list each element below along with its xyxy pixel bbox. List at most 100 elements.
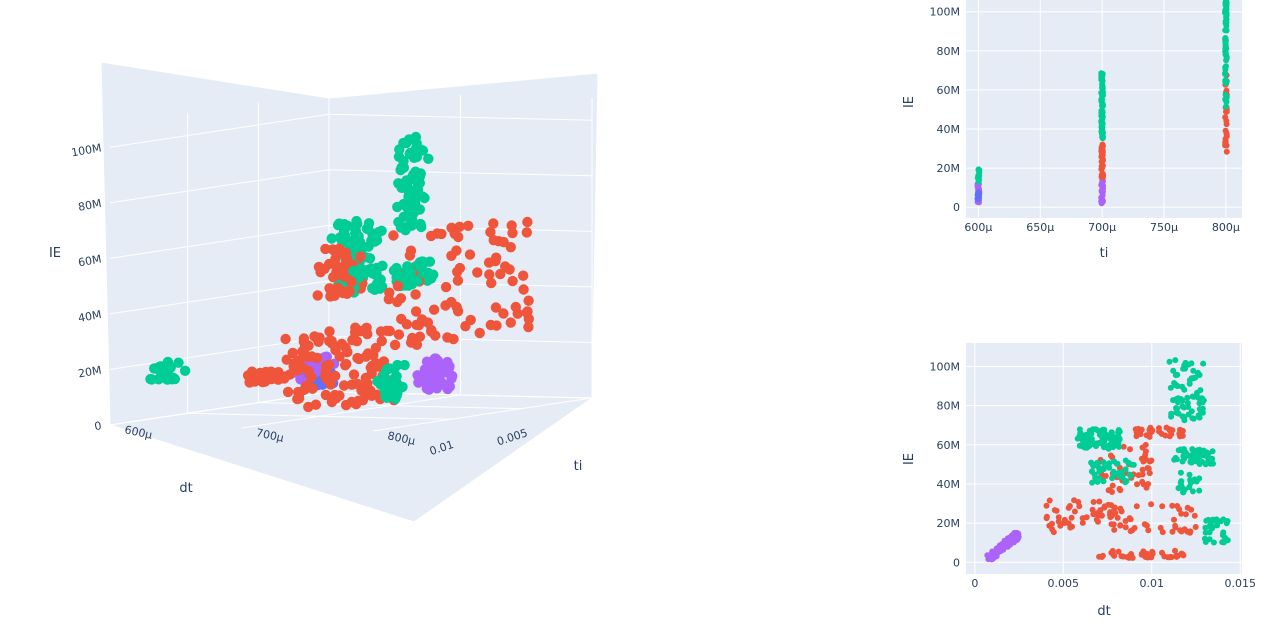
scene-x-gridline — [257, 102, 522, 410]
scene-point-red — [505, 242, 516, 253]
point-green — [1223, 11, 1230, 18]
point-green — [1122, 479, 1129, 486]
scene-point-red — [338, 380, 350, 391]
scene-y-tick-label: 800μ — [386, 429, 416, 448]
scene-point-green — [402, 184, 413, 195]
point-red — [1135, 472, 1142, 479]
scene-point-red — [303, 365, 314, 377]
point-green — [1187, 459, 1194, 465]
point-green — [1205, 516, 1212, 523]
scene-point-red — [446, 250, 457, 261]
point-red — [1061, 520, 1068, 526]
point-red — [1122, 524, 1129, 531]
point-green — [1206, 529, 1213, 536]
point-red — [1149, 548, 1156, 555]
scene-point-red — [510, 301, 521, 313]
scene-point-red — [353, 353, 365, 365]
y-tick-label: 100M — [930, 6, 961, 19]
scene-point-red — [301, 380, 312, 391]
scene-point-red — [410, 289, 421, 300]
point-green — [1109, 475, 1116, 482]
point-green — [1177, 469, 1184, 476]
point-red — [1142, 441, 1149, 448]
scene-y-tick-label: 700μ — [255, 426, 285, 445]
scene-point-red — [297, 346, 308, 357]
point-red — [1050, 529, 1057, 536]
point-red — [1159, 503, 1166, 510]
point-red — [1099, 164, 1106, 171]
point-red — [1179, 432, 1186, 439]
scene-point-green — [363, 218, 375, 229]
point-red — [1144, 554, 1151, 561]
point-red — [1138, 455, 1145, 462]
scatter-ie-vs-dt[interactable]: 0 0.005 0.01 0.015 0 20M 40M 60M 80M 100M dt IE — [902, 343, 1256, 619]
panel-ti-ylabel: IE — [902, 96, 917, 108]
point-green — [1099, 134, 1106, 141]
y-tick-label: 100M — [930, 360, 961, 373]
scene-point-red — [280, 333, 291, 345]
scene-point-red — [334, 264, 345, 275]
point-red — [1223, 121, 1230, 128]
x-tick-label: 600μ — [964, 221, 992, 234]
scene-point-red — [486, 277, 497, 289]
scene-point-red — [309, 331, 320, 342]
point-red — [1112, 509, 1119, 516]
point-green — [1184, 394, 1191, 401]
point-green — [1122, 457, 1129, 464]
point-green — [1116, 473, 1123, 480]
point-green — [1196, 400, 1203, 407]
point-red — [1167, 554, 1174, 560]
scene-point-green — [415, 262, 426, 273]
point-green — [975, 167, 982, 174]
point-red — [1120, 553, 1127, 560]
point-green — [1182, 449, 1189, 456]
scene-zlabel: IE — [49, 246, 61, 261]
scene-point-red — [375, 326, 387, 337]
point-red — [1111, 504, 1118, 511]
scene-point-green — [392, 359, 403, 371]
scatter-ie-vs-ti[interactable]: 600μ 650μ 700μ 750μ 800μ 0 20M 40M 60M 80M 100M ti… — [902, 0, 1242, 261]
point-green — [1208, 523, 1215, 530]
y-tick-label: 0 — [953, 201, 960, 214]
scene-point-red — [452, 266, 463, 277]
scene-point-red — [348, 369, 360, 380]
scene-point-red — [353, 395, 364, 406]
scene-point-green — [416, 221, 427, 233]
point-green — [1170, 367, 1177, 374]
point-red — [1191, 512, 1198, 519]
point-red — [1171, 516, 1177, 523]
scene-point-green — [398, 137, 409, 149]
point-red — [1148, 457, 1155, 464]
point-green — [1196, 487, 1203, 494]
scene-point-green — [159, 369, 171, 380]
point-red — [1111, 526, 1118, 533]
scene-point-red — [485, 226, 496, 238]
scene-point-green — [398, 162, 410, 173]
point-green — [1222, 27, 1229, 34]
scene-point-red — [346, 276, 357, 288]
point-green — [1115, 429, 1122, 436]
point-green — [1202, 524, 1209, 531]
scene-point-red — [254, 367, 266, 379]
y-tick-label: 60M — [937, 439, 961, 452]
scene-point-red — [292, 386, 304, 398]
point-green — [1186, 471, 1193, 478]
point-red — [1079, 519, 1086, 526]
point-green — [1222, 37, 1229, 44]
point-green — [1179, 403, 1186, 410]
point-red — [1140, 481, 1147, 488]
scene-point-red — [500, 261, 511, 272]
point-red — [1142, 448, 1149, 455]
point-green — [1110, 468, 1117, 475]
scene-point-red — [518, 270, 529, 281]
scene-point-red — [330, 247, 341, 258]
scene-point-red — [359, 386, 371, 397]
scene-point-red — [472, 267, 483, 278]
scene-point-red — [440, 300, 451, 311]
scene-point-red — [392, 280, 404, 292]
point-green — [1175, 485, 1182, 492]
scene-point-red — [320, 243, 331, 255]
point-green — [1220, 530, 1227, 537]
